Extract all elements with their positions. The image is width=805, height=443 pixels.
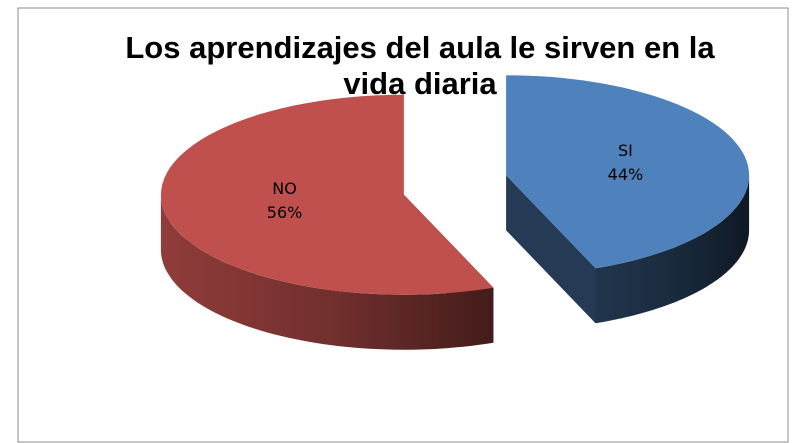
slice-wall	[160, 194, 494, 350]
slice-wall	[595, 175, 750, 324]
slice-side	[506, 175, 596, 324]
slice-category-label: NO	[272, 179, 297, 198]
slice-value-label: 44%	[608, 165, 644, 184]
slice-category-label: SI	[618, 141, 633, 160]
slice	[506, 75, 750, 269]
slice	[160, 94, 494, 295]
slice-value-label: 56%	[267, 203, 303, 222]
chart-title: Los aprendizajes del aula le sirven en l…	[125, 30, 715, 101]
